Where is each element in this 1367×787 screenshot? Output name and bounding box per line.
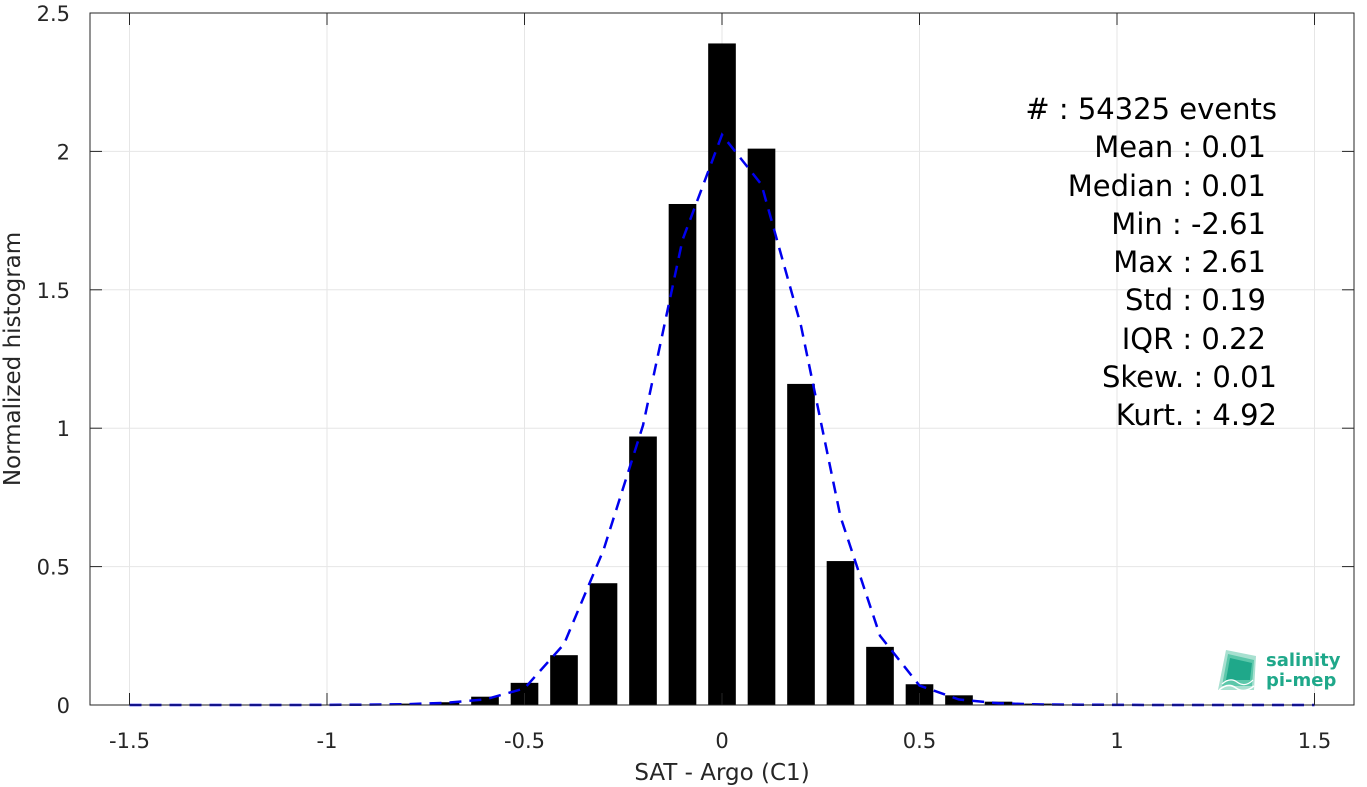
y-tick-label: 2 <box>57 140 70 164</box>
x-axis-label: SAT - Argo (C1) <box>634 760 809 786</box>
histogram-bar <box>787 383 815 705</box>
x-tick-label: 1 <box>1110 729 1123 753</box>
logo-line-1: salinity <box>1266 650 1341 671</box>
stat-max: Max : 2.61 <box>1113 245 1266 279</box>
x-tick-label: -1.5 <box>109 729 150 753</box>
x-tick-label: 0.5 <box>903 729 936 753</box>
histogram-bar <box>589 583 618 705</box>
x-tick-labels: -1.5 -1 -0.5 0 0.5 1 1.5 <box>109 729 1331 753</box>
axis-ticks <box>90 12 1354 706</box>
x-tick-label: -0.5 <box>504 729 545 753</box>
histogram-bar <box>550 655 578 705</box>
y-tick-label: 1.5 <box>37 279 70 303</box>
histogram-bars <box>115 43 1329 705</box>
histogram-bar <box>431 702 460 705</box>
x-tick-label: 1.5 <box>1298 729 1331 753</box>
y-tick-label: 0 <box>57 694 70 718</box>
stat-iqr: IQR : 0.22 <box>1122 322 1266 356</box>
y-tick-label: 1 <box>57 417 70 441</box>
y-axis-label: Normalized histogram <box>0 232 26 486</box>
stat-skewness: Skew. : 0.01 <box>1102 360 1277 394</box>
histogram-bar <box>708 43 736 705</box>
stat-events: # : 54325 events <box>1025 92 1277 126</box>
stat-std: Std : 0.19 <box>1125 283 1266 317</box>
stat-kurtosis: Kurt. : 4.92 <box>1116 398 1277 432</box>
y-tick-label: 2.5 <box>37 2 70 26</box>
wave-logo-icon <box>1218 650 1256 692</box>
statistics-box: # : 54325 events Mean : 0.01 Median : 0.… <box>1025 92 1277 432</box>
logo-line-2: pi-mep <box>1266 670 1336 691</box>
histogram-bar <box>826 561 855 705</box>
fit-curve <box>129 132 1315 707</box>
stat-median: Median : 0.01 <box>1068 169 1266 203</box>
stat-mean: Mean : 0.01 <box>1094 130 1266 164</box>
stat-min: Min : -2.61 <box>1111 207 1266 241</box>
x-tick-label: -1 <box>317 729 338 753</box>
y-tick-labels: 0 0.5 1 1.5 2 2.5 <box>37 2 70 718</box>
histogram-bar <box>747 148 776 705</box>
salinity-pi-mep-logo: salinity pi-mep <box>1218 650 1341 692</box>
histogram-bar <box>392 703 420 705</box>
x-tick-label: 0 <box>715 729 728 753</box>
histogram-bar <box>471 696 499 705</box>
y-tick-label: 0.5 <box>37 556 70 580</box>
histogram-bar <box>629 436 657 705</box>
histogram-bar <box>866 646 894 705</box>
histogram-bar <box>668 203 697 705</box>
